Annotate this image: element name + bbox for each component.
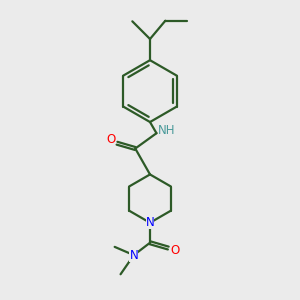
Text: N: N (146, 216, 154, 229)
Text: N: N (129, 249, 138, 262)
Text: NH: NH (158, 124, 175, 137)
Text: O: O (106, 133, 115, 146)
Text: O: O (170, 244, 179, 257)
